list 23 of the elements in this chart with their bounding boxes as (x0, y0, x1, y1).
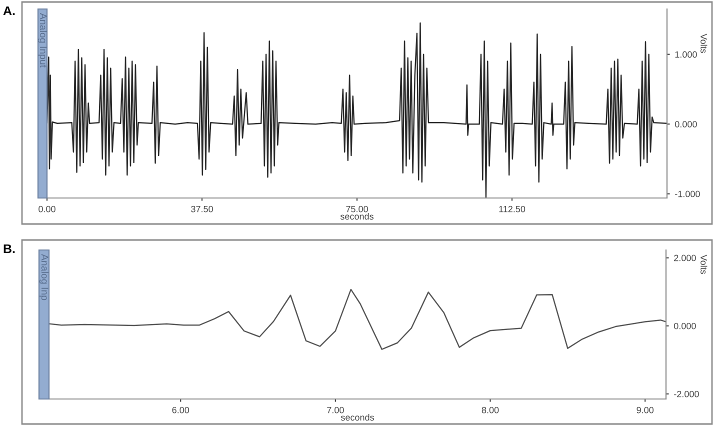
annotation: Analog Input (38, 13, 48, 68)
y-axis-title: Volts (700, 34, 708, 53)
y-tick-label: 1.000 (675, 51, 697, 58)
chart-title: B. (4, 244, 15, 254)
chart-title: A. (3, 6, 15, 16)
x-tick-label: 9.00 (636, 406, 654, 414)
x-tick-label: 37.50 (191, 206, 213, 212)
y-axis-title: Volts (700, 254, 708, 274)
x-tick-label: 112.50 (499, 206, 526, 212)
x-tick-label: 75.00 (346, 206, 368, 212)
x-tick-label: 0.00 (38, 206, 56, 212)
y-tick-label: -2.000 (674, 390, 699, 398)
y-tick-label: -1.000 (675, 190, 700, 198)
y-tick-label: 2.000 (674, 254, 696, 262)
x-tick-label: 8.00 (482, 406, 499, 414)
x-tick-label: 6.00 (172, 406, 190, 414)
x-tick-label: 7.00 (327, 406, 344, 414)
line-series (49, 288, 666, 350)
x-axis-title: seconds (340, 213, 374, 220)
x-axis-title: seconds (340, 414, 374, 421)
text: Analog Inp (39, 254, 49, 300)
y-tick-label: 0.000 (674, 322, 696, 330)
y-tick-label: 0.000 (674, 121, 697, 128)
